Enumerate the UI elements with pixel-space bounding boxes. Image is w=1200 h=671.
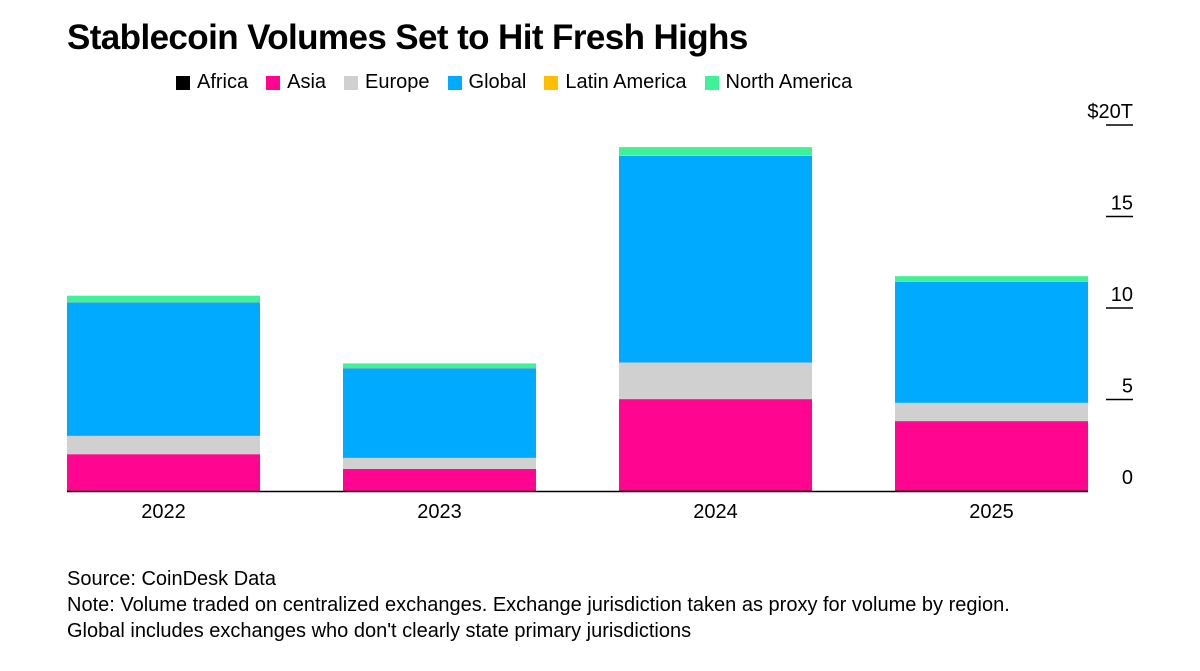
- note-text: Note: Volume traded on centralized excha…: [67, 594, 1010, 616]
- legend-label: Latin America: [565, 71, 687, 93]
- y-tick-label: 5: [1122, 376, 1133, 398]
- bar-segment-europe-2024: [619, 362, 812, 400]
- x-tick-label: 2023: [417, 501, 462, 523]
- legend-swatch: [544, 75, 559, 90]
- bar-segment-europe-2022: [67, 435, 260, 455]
- chart-title: Stablecoin Volumes Set to Hit Fresh High…: [67, 18, 748, 57]
- legend-item: North America: [704, 71, 853, 94]
- x-tick-label: 2022: [141, 501, 186, 523]
- bar-segment-global-2024: [619, 155, 812, 363]
- bar-segment-north-america-2023: [343, 363, 536, 368]
- x-tick-label: 2024: [693, 501, 738, 523]
- legend-item: Global: [447, 71, 527, 94]
- y-tick-label: 10: [1111, 284, 1133, 306]
- legend-label: Africa: [197, 71, 249, 93]
- bar-segment-north-america-2022: [67, 295, 260, 303]
- legend-item: Latin America: [544, 71, 687, 94]
- chart-area: 2022 2023 2024 2025 0 5 10 15 $20T: [67, 101, 1133, 523]
- legend-label: North America: [725, 71, 853, 93]
- legend: Africa Asia Europe Global Latin America North…: [176, 71, 870, 94]
- legend-label: Global: [468, 71, 527, 93]
- bar-segment-europe-2025: [895, 402, 1088, 422]
- footer: Source: CoinDesk Data Note: Volume trade…: [67, 566, 1010, 644]
- legend-item: Asia: [266, 71, 326, 94]
- legend-label: Europe: [365, 71, 430, 93]
- y-tick-label: $20T: [1087, 101, 1133, 123]
- legend-label: Asia: [287, 71, 327, 93]
- legend-swatch: [704, 75, 719, 90]
- legend-swatch: [447, 75, 462, 90]
- bar-segment-north-america-2024: [619, 147, 812, 156]
- bar-segment-asia-2022: [67, 454, 260, 491]
- legend-swatch: [344, 75, 359, 90]
- bar-segment-global-2022: [67, 302, 260, 436]
- legend-swatch: [266, 75, 281, 90]
- bar-segment-asia-2024: [619, 399, 812, 491]
- bar-segment-asia-2025: [895, 421, 1088, 491]
- note-text-2: Global includes exchanges who don't clea…: [67, 620, 692, 642]
- bar-segment-global-2023: [343, 368, 536, 458]
- source-text: Source: CoinDesk Data: [67, 568, 276, 590]
- y-tick-label: 0: [1122, 467, 1133, 489]
- legend-item: Africa: [176, 71, 248, 94]
- bar-segment-north-america-2025: [895, 276, 1088, 282]
- bar-segment-global-2025: [895, 282, 1088, 403]
- bar-segment-asia-2023: [343, 468, 536, 491]
- y-tick-label: 15: [1111, 193, 1133, 215]
- x-tick-label: 2025: [969, 501, 1014, 523]
- legend-swatch: [176, 75, 190, 90]
- bar-segment-europe-2023: [343, 457, 536, 469]
- legend-item: Europe: [344, 71, 430, 94]
